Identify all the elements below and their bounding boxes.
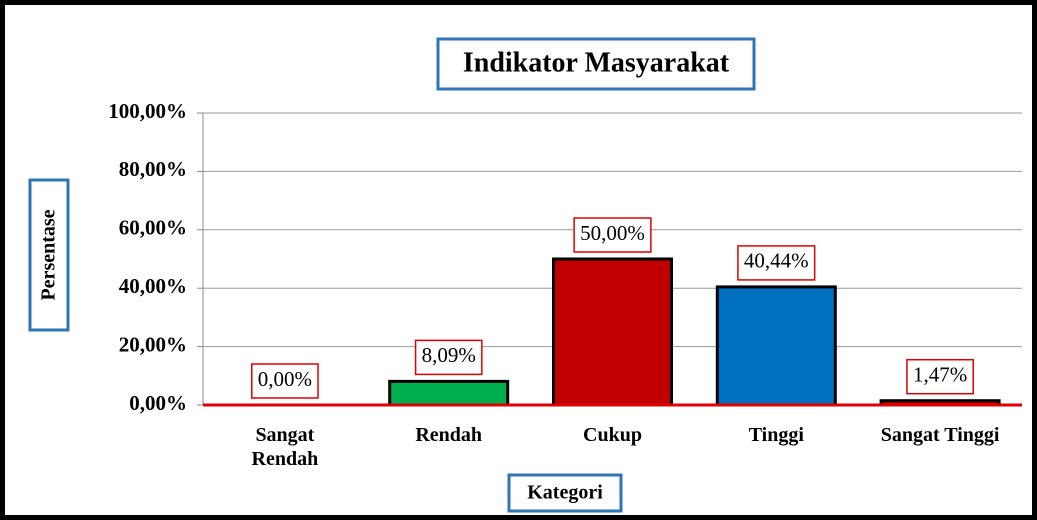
y-tick-label: 20,00% <box>119 332 187 356</box>
y-label-box <box>28 178 70 332</box>
value-label: 50,00% <box>580 221 645 245</box>
value-label-box <box>573 217 652 253</box>
value-label-box <box>414 339 483 376</box>
x-tick-label: Cukup <box>583 424 642 446</box>
value-label-box <box>251 363 319 399</box>
bar <box>388 379 510 407</box>
bar <box>715 285 837 407</box>
x-tick-label: Rendah <box>415 424 483 446</box>
value-label: 8,09% <box>422 343 476 367</box>
x-label-box <box>507 473 623 513</box>
x-tick-label: Tinggi <box>748 424 804 446</box>
chart: Indikator Masyarakat Persentase Kategori… <box>28 37 1022 513</box>
y-tick-label: 40,00% <box>119 274 187 298</box>
value-label: 0,00% <box>258 367 312 391</box>
y-tick-label: 100,00% <box>108 99 187 123</box>
y-tick-label: 60,00% <box>119 216 187 240</box>
bar <box>552 257 673 407</box>
chart-title: Indikator Masyarakat <box>463 47 730 78</box>
value-label: 1,47% <box>913 363 967 387</box>
y-tick-label: 80,00% <box>119 157 187 181</box>
value-label-box <box>737 245 816 281</box>
x-tick-label: Sangat Rendah <box>251 424 319 470</box>
value-label: 40,44% <box>744 249 809 273</box>
y-axis-label: Persentase <box>38 209 60 300</box>
y-tick-label: 0,00% <box>129 391 187 415</box>
title-box <box>436 37 756 91</box>
x-axis-label: Kategori <box>527 482 603 504</box>
x-tick-label: Sangat Tinggi <box>880 424 1000 446</box>
value-label-box <box>906 358 974 395</box>
